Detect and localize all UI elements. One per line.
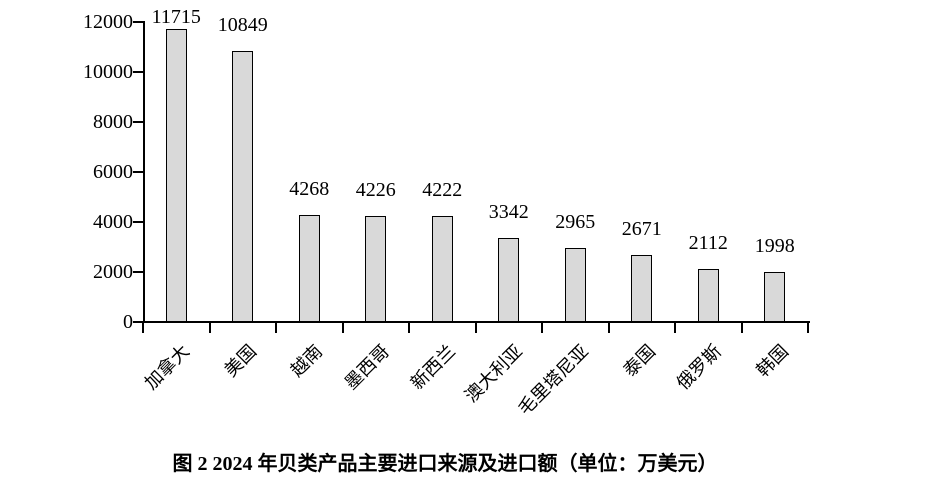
x-axis-tick (208, 322, 211, 333)
y-axis-tick-label: 8000 (93, 111, 133, 133)
bar (298, 215, 320, 322)
bar-value-label: 2112 (688, 232, 728, 255)
y-axis-line (143, 21, 145, 323)
bar (498, 238, 520, 322)
x-axis-tick (807, 322, 809, 333)
y-axis-tick-label: 4000 (93, 211, 133, 233)
x-axis-tick (142, 322, 144, 333)
y-axis-tick (133, 121, 143, 123)
x-axis-category-label: 新西兰 (407, 341, 460, 394)
y-axis-tick-label: 12000 (83, 11, 133, 33)
x-axis-category-label: 澳大利亚 (460, 341, 526, 407)
bar-value-label: 2965 (555, 210, 596, 233)
x-axis-tick (474, 322, 477, 333)
y-axis-tick (133, 221, 143, 223)
y-axis-tick-label: 10000 (83, 61, 133, 83)
x-axis-tick (674, 322, 676, 333)
x-axis-tick (341, 322, 344, 333)
x-axis-tick (541, 322, 543, 333)
bar-value-label: 1998 (754, 235, 795, 258)
x-axis-tick (408, 322, 410, 333)
y-axis-tick (133, 171, 143, 173)
x-axis-category-label: 加拿大 (141, 341, 194, 394)
x-axis-category-label: 毛里塔尼亚 (514, 341, 593, 419)
x-axis-tick (607, 322, 610, 333)
bar (564, 247, 586, 322)
bar (365, 216, 387, 322)
y-axis-tick (133, 21, 143, 23)
x-axis-tick (275, 322, 277, 333)
bar-value-label: 2671 (621, 218, 662, 241)
x-axis-category-label: 泰国 (619, 341, 659, 381)
bar-value-label: 4222 (422, 179, 463, 202)
x-axis-category-label: 墨西哥 (340, 341, 393, 394)
bar (431, 216, 453, 322)
x-axis-tick (740, 322, 743, 333)
y-axis-tick-label: 2000 (93, 261, 133, 283)
bar-value-label: 4226 (355, 179, 396, 202)
x-axis-category-label: 越南 (286, 341, 327, 381)
y-axis-tick-label: 0 (123, 311, 133, 333)
y-axis-tick (133, 271, 143, 273)
y-axis-tick-label: 6000 (93, 161, 133, 183)
x-axis-category-label: 俄罗斯 (673, 341, 726, 394)
bar-value-label: 4268 (289, 178, 330, 201)
chart-caption: 图 2 2024 年贝类产品主要进口来源及进口额（单位：万美元） (172, 453, 718, 475)
bar-value-label: 10849 (217, 13, 268, 36)
bar-value-label: 3342 (488, 201, 529, 224)
bar (631, 255, 653, 322)
bar-value-label: 11715 (151, 6, 201, 28)
bar (764, 272, 786, 322)
x-axis-category-label: 韩国 (752, 341, 792, 381)
bar (697, 269, 719, 322)
bar (232, 50, 254, 322)
bar (165, 29, 187, 322)
y-axis-tick (133, 321, 143, 323)
y-axis-tick (133, 71, 143, 73)
x-axis-category-label: 美国 (220, 341, 260, 381)
x-axis-line (143, 321, 810, 323)
